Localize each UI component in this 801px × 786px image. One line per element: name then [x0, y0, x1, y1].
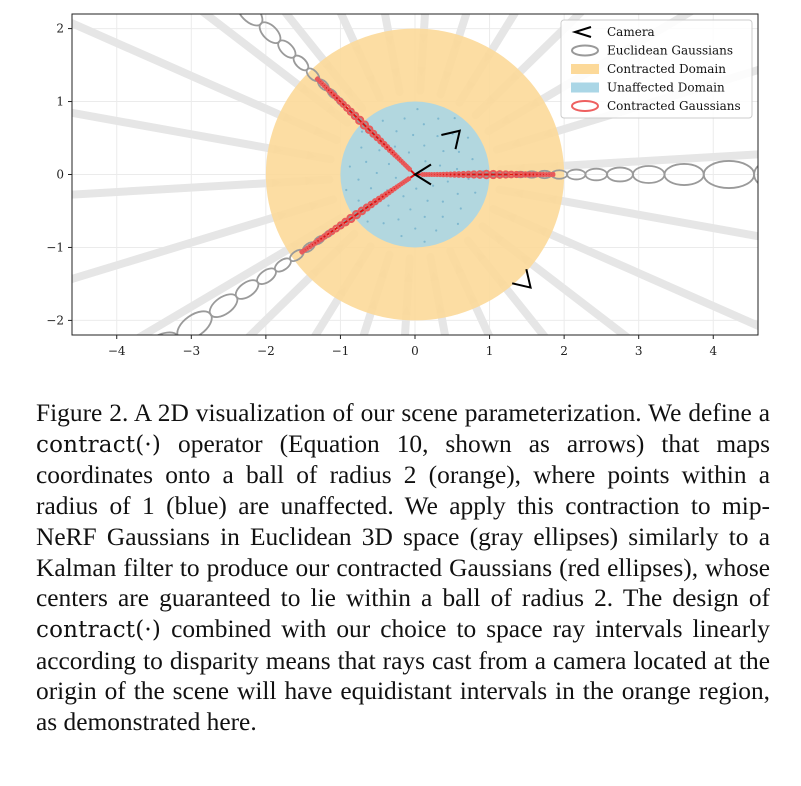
legend-label: Euclidean Gaussians — [607, 44, 733, 58]
x-tick-label: −3 — [182, 344, 200, 358]
euclidean-gaussian — [176, 310, 213, 335]
sample-dot — [423, 144, 426, 147]
x-tick-label: −1 — [332, 344, 350, 358]
sample-dot — [375, 171, 378, 175]
sample-dot — [424, 160, 427, 163]
legend-camera-icon — [571, 26, 592, 38]
sample-dot — [426, 199, 429, 202]
sample-dot — [387, 162, 391, 166]
caption-code-contract-2: contract(·) — [36, 616, 162, 643]
x-tick-label: −4 — [108, 344, 126, 358]
legend: Camera Euclidean Gaussians Contracted Doma… — [560, 19, 753, 119]
caption-code-contract-1: contract(·) — [36, 431, 162, 458]
sample-dot — [416, 107, 419, 111]
legend-label: Camera — [607, 25, 655, 39]
figure-panel: −4 −3 −2 −1 0 1 2 3 4 2 1 0 −1 −2 Camera Euclidean Gau… — [0, 0, 801, 380]
sample-dot — [378, 149, 381, 152]
sample-dot — [394, 176, 397, 179]
sample-dot — [456, 222, 460, 225]
sample-dot — [366, 220, 369, 223]
sample-dot — [360, 146, 363, 149]
x-tick-label: 1 — [486, 344, 494, 358]
sample-dot — [459, 207, 462, 210]
sample-dot — [431, 184, 435, 187]
camera-marker — [413, 163, 432, 186]
sample-dot — [402, 195, 405, 198]
sample-dot — [387, 204, 390, 207]
sample-dot — [455, 167, 459, 171]
sample-dot — [474, 191, 477, 194]
euclidean-gaussian — [753, 164, 758, 185]
sample-dot — [360, 130, 364, 133]
sample-dot — [438, 164, 442, 167]
sample-dot — [382, 222, 385, 225]
sample-dot — [400, 234, 403, 238]
contraction-plot: −4 −3 −2 −1 0 1 2 3 4 2 1 0 −1 −2 Camera Euclidean Gau… — [46, 0, 759, 358]
caption-text-3: combined with our choice to space ray in… — [36, 614, 770, 737]
sample-dot — [357, 199, 360, 202]
sample-dot — [365, 160, 368, 164]
sample-dot — [466, 136, 470, 139]
y-tick-label: 2 — [56, 22, 64, 36]
sample-dot — [435, 229, 438, 232]
sample-dot — [423, 215, 426, 218]
sample-dot — [441, 215, 444, 218]
sample-dot — [414, 227, 417, 230]
sample-dot — [345, 188, 348, 192]
y-tick-label: −1 — [46, 240, 64, 254]
sample-dot — [397, 218, 400, 221]
legend-patch-icon — [571, 82, 599, 93]
caption-text-1: Figure 2. A 2D visualization of our scen… — [36, 399, 770, 427]
sample-dot — [446, 180, 449, 183]
sample-dot — [471, 157, 474, 161]
legend-box — [560, 19, 753, 119]
y-tick-label: 0 — [56, 168, 64, 182]
x-tick-label: −2 — [257, 344, 275, 358]
sample-dot — [357, 178, 360, 181]
sample-dot — [369, 187, 373, 190]
euclidean-gaussian — [236, 14, 264, 27]
x-tick-label: 3 — [635, 344, 643, 358]
caption-text-2: operator (Equation 10, shown as arrows) … — [36, 429, 770, 613]
figure-caption: Figure 2. A 2D visualization of our scen… — [36, 398, 770, 738]
sample-dot — [395, 130, 398, 133]
euclidean-gaussian — [203, 0, 246, 10]
sample-dot — [381, 119, 384, 122]
y-tick-label: 1 — [56, 95, 64, 109]
sample-dot — [437, 117, 440, 120]
x-tick-label: 4 — [709, 344, 717, 358]
sample-dot — [436, 134, 439, 138]
sample-dot — [441, 200, 444, 203]
camera-marker — [511, 268, 532, 289]
contracted-gaussian — [299, 250, 304, 255]
x-tick-label: 2 — [560, 344, 568, 358]
x-tick-label: 0 — [411, 344, 419, 358]
legend-label: Unaffected Domain — [607, 81, 725, 95]
sample-dot — [407, 151, 411, 154]
legend-patch-icon — [571, 64, 599, 74]
sample-dot — [453, 117, 456, 120]
sample-dot — [457, 150, 461, 153]
sample-dot — [409, 208, 412, 211]
legend-ellipse-icon — [571, 44, 599, 57]
sample-dot — [393, 145, 397, 148]
camera-marker — [441, 129, 462, 150]
sample-dot — [422, 123, 425, 126]
y-tick-label: −2 — [46, 313, 64, 327]
sample-dot — [403, 117, 406, 120]
sample-dot — [442, 149, 445, 153]
sample-dot — [456, 192, 459, 195]
contracted-gaussian — [314, 76, 320, 81]
legend-label: Contracted Gaussians — [607, 99, 741, 113]
legend-label: Contracted Domain — [607, 62, 726, 76]
legend-ellipse-icon — [571, 100, 599, 112]
sample-dot — [415, 187, 418, 190]
sample-dot — [412, 133, 415, 137]
sample-dot — [348, 165, 351, 168]
sample-dot — [423, 240, 426, 243]
contracted-gaussian — [551, 172, 556, 177]
